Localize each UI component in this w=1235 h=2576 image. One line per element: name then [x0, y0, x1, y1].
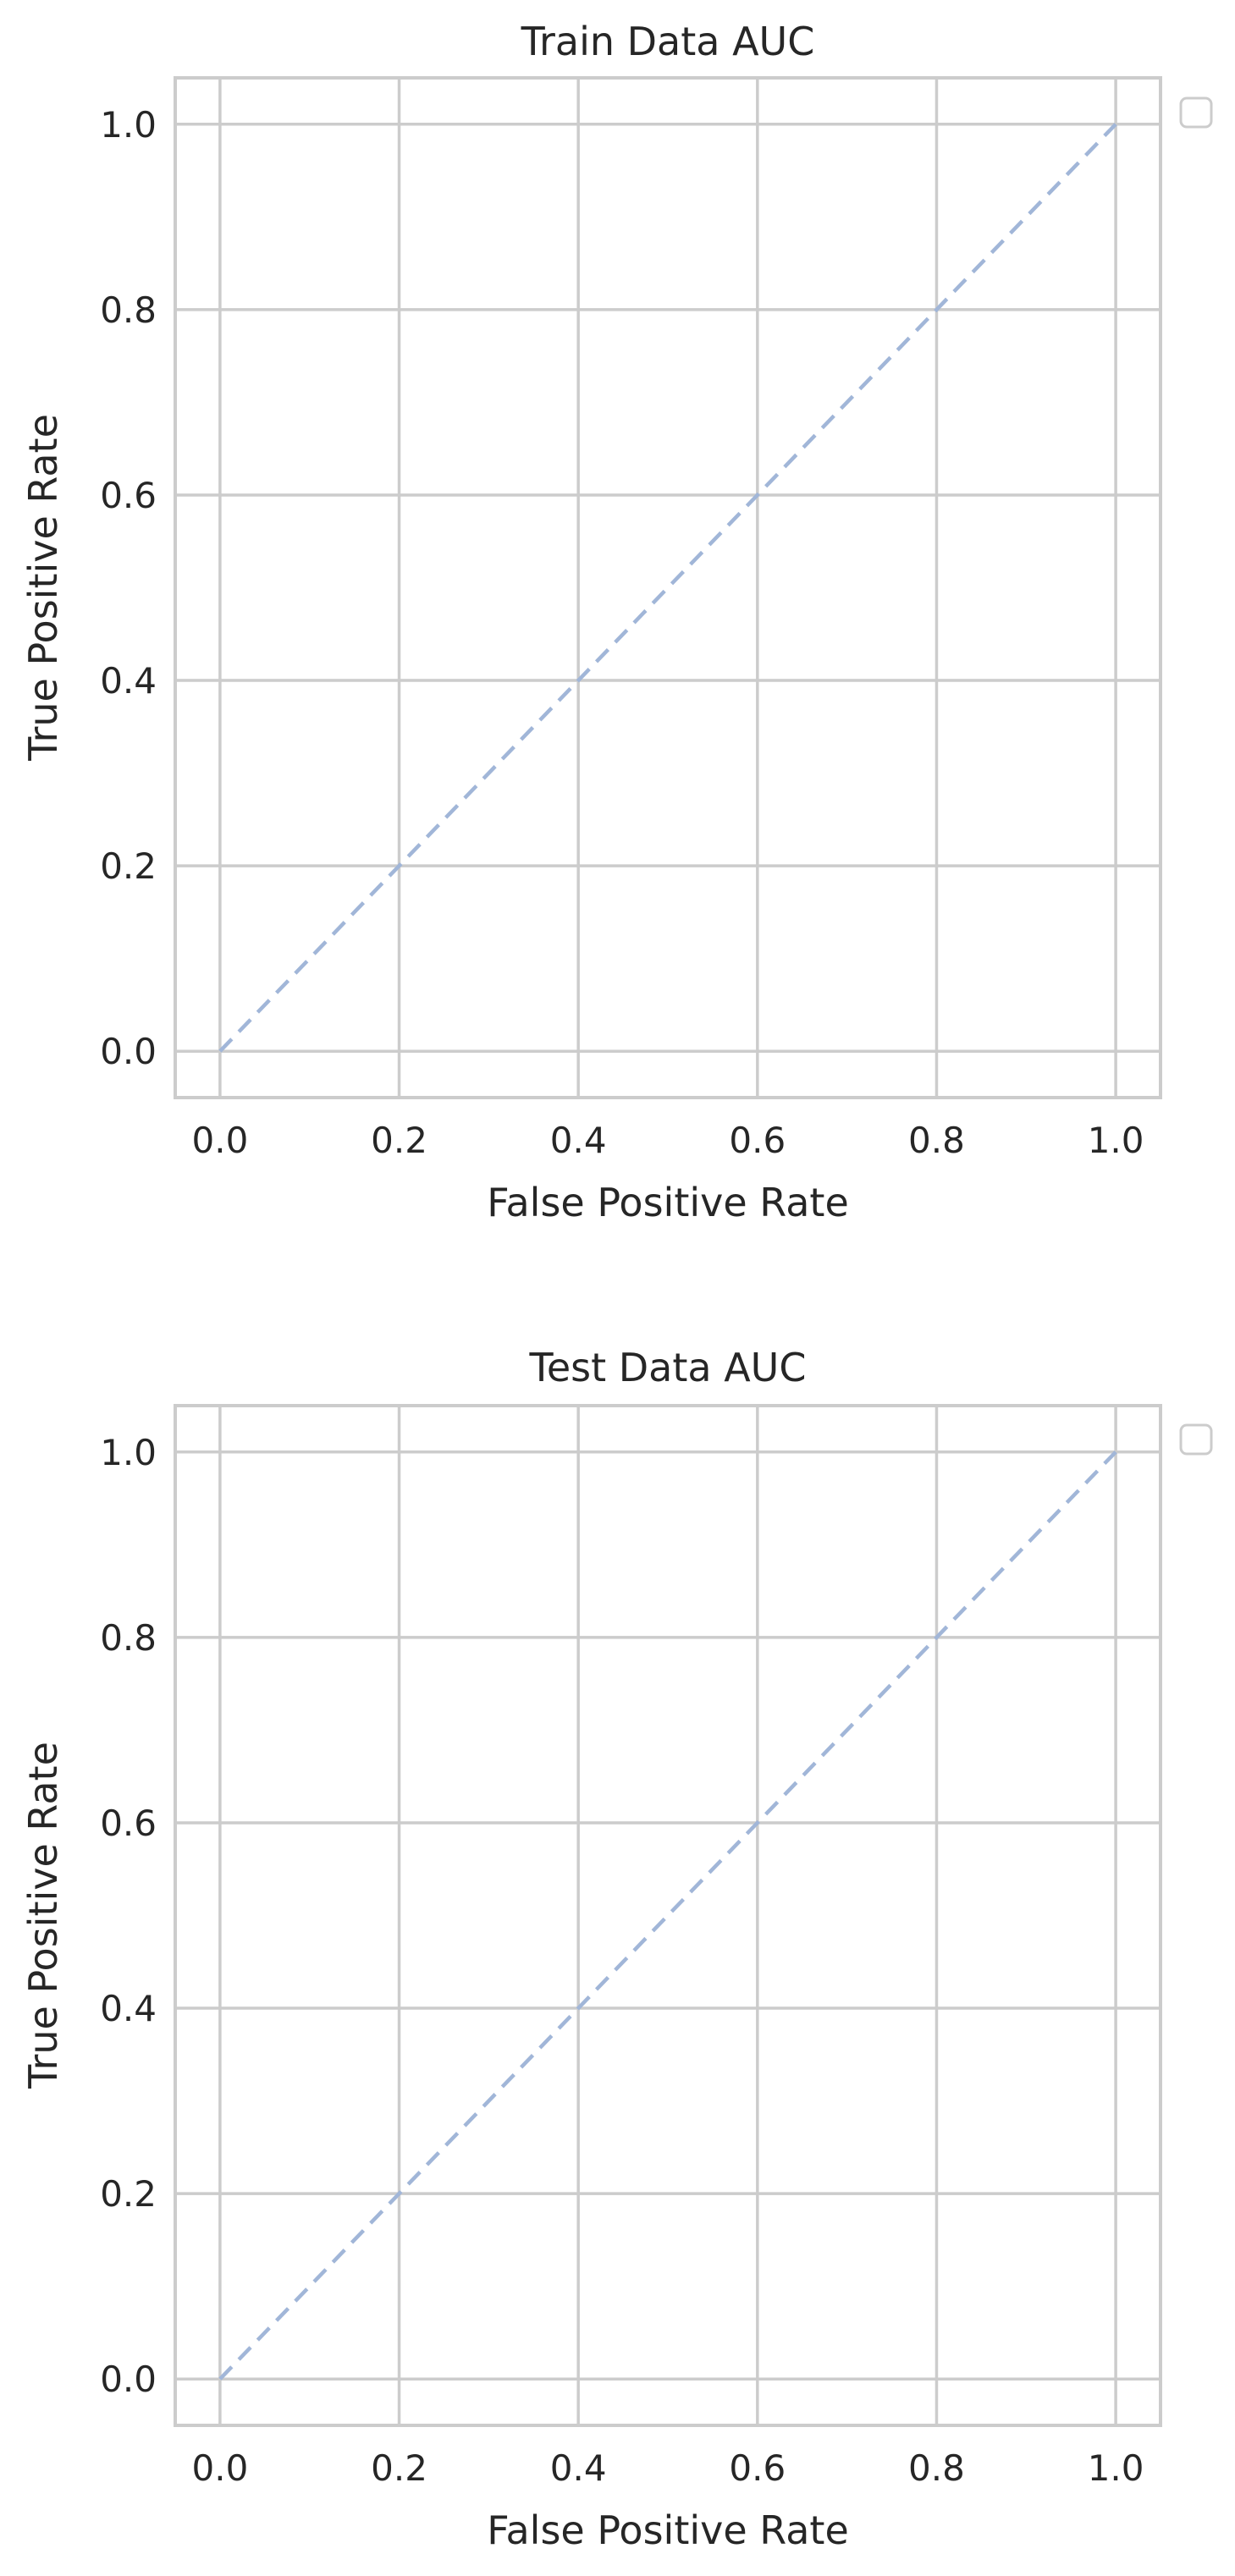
x-axis-label: False Positive Rate	[487, 2507, 849, 2553]
x-tick-label: 0.2	[371, 1120, 427, 1161]
plot-frame	[174, 1404, 1162, 2427]
y-tick-label: 0.2	[100, 2173, 157, 2215]
x-tick-labels: 0.0 0.2 0.4 0.6 0.8 1.0	[192, 1120, 1144, 1161]
grid	[175, 1406, 1161, 2425]
y-tick-label: 0.8	[100, 289, 157, 331]
x-tick-label: 1.0	[1088, 1120, 1144, 1161]
legend-box	[1179, 1423, 1213, 1456]
plot-frame	[174, 76, 1162, 1099]
y-tick-labels: 0.0 0.2 0.4 0.6 0.8 1.0	[100, 1432, 157, 2400]
x-tick-label: 0.4	[550, 1120, 607, 1161]
y-tick-label: 0.2	[100, 845, 157, 887]
y-tick-label: 0.4	[100, 1988, 157, 2029]
x-tick-label: 0.0	[192, 2447, 249, 2489]
y-tick-label: 0.0	[100, 1031, 157, 1072]
chart-title: Train Data AUC	[521, 19, 815, 64]
y-tick-label: 1.0	[100, 104, 157, 146]
series-line-chance	[218, 123, 1117, 1053]
y-tick-label: 0.4	[100, 660, 157, 702]
legend-box	[1179, 96, 1213, 129]
x-tick-label: 0.6	[729, 2447, 786, 2489]
series-layer	[218, 1450, 1117, 2381]
chart-title: Test Data AUC	[529, 1345, 807, 1390]
series-layer	[218, 123, 1117, 1053]
x-tick-label: 0.8	[908, 1120, 965, 1161]
x-axis-label: False Positive Rate	[487, 1180, 849, 1225]
y-axis-label: True Positive Rate	[20, 414, 66, 762]
series-line-chance	[218, 1450, 1117, 2381]
x-tick-label: 0.2	[371, 2447, 427, 2489]
y-tick-label: 1.0	[100, 1432, 157, 1473]
y-axis-label: True Positive Rate	[20, 1742, 66, 2089]
y-tick-label: 0.8	[100, 1617, 157, 1659]
y-tick-labels: 0.0 0.2 0.4 0.6 0.8 1.0	[100, 104, 157, 1072]
x-tick-label: 0.6	[729, 1120, 786, 1161]
x-tick-label: 0.0	[192, 1120, 249, 1161]
x-tick-labels: 0.0 0.2 0.4 0.6 0.8 1.0	[192, 2447, 1144, 2489]
y-tick-label: 0.6	[100, 1803, 157, 1844]
x-tick-label: 1.0	[1088, 2447, 1144, 2489]
y-tick-label: 0.0	[100, 2359, 157, 2400]
y-tick-label: 0.6	[100, 475, 157, 516]
train-auc-panel: Train Data AUC 0.0 0.2 0.4 0.6 0.8 1.0 0.0 0.2…	[20, 19, 1213, 1225]
x-tick-label: 0.4	[550, 2447, 607, 2489]
test-auc-panel: Test Data AUC 0.0 0.2 0.4 0.6 0.8 1.0 0.00.20…	[20, 1345, 1213, 2553]
x-tick-label: 0.8	[908, 2447, 965, 2489]
grid	[175, 78, 1161, 1098]
